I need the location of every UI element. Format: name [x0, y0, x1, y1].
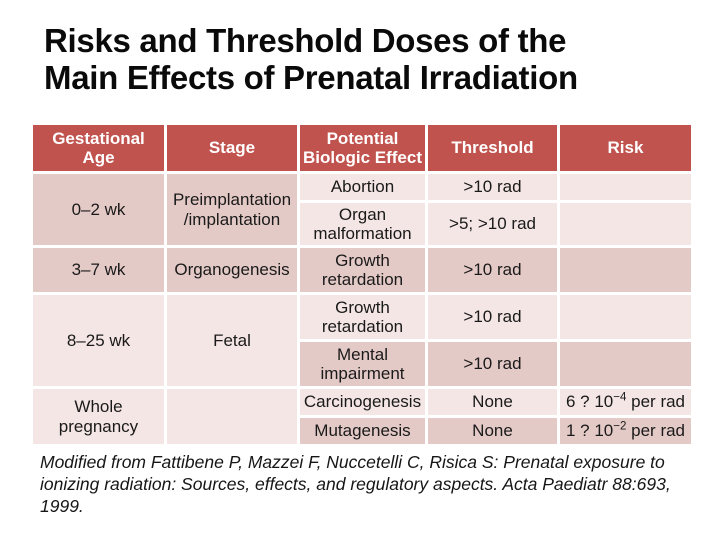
- cell-stage-fetal: Fetal: [167, 295, 297, 386]
- risk-value-base: 6 ? 10: [565, 392, 614, 412]
- cell-threshold-carcinogenesis: None: [428, 389, 557, 415]
- col-header-stage: Stage: [167, 125, 297, 171]
- effects-table-container: Gestational Age Stage Potential Biologic…: [30, 122, 694, 447]
- cell-effect-abortion: Abortion: [300, 174, 425, 200]
- cell-risk-growth-retardation-1: [560, 248, 691, 292]
- table-row-mental-impairment: Mental impairment >10 rad: [33, 342, 691, 386]
- citation-text: Modified from Fattibene P, Mazzei F, Nuc…: [40, 452, 671, 516]
- risk-value-exponent: −2: [613, 420, 627, 433]
- cell-threshold-mental-impairment: >10 rad: [428, 342, 557, 386]
- cell-risk-carcinogenesis: 6 ? 10−4 per rad: [560, 389, 691, 415]
- cell-risk-abortion: [560, 174, 691, 200]
- risk-value-unit: per rad: [626, 392, 686, 412]
- cell-effect-mutagenesis: Mutagenesis: [300, 418, 425, 444]
- cell-risk-organ-malformation: [560, 203, 691, 245]
- risk-value-unit: per rad: [626, 421, 686, 441]
- cell-effect-growth-retardation-2: Growth retardation: [300, 295, 425, 339]
- risk-value-exponent: −4: [613, 391, 627, 404]
- cell-threshold-abortion: >10 rad: [428, 174, 557, 200]
- cell-threshold-mutagenesis: None: [428, 418, 557, 444]
- col-header-risk: Risk: [560, 125, 691, 171]
- cell-threshold-growth-retardation-2: >10 rad: [428, 295, 557, 339]
- cell-effect-growth-retardation-1: Growth retardation: [300, 248, 425, 292]
- risk-value-base: 1 ? 10: [565, 421, 614, 441]
- table-row-carcinogenesis: Whole pregnancy Carcinogenesis None 6 ? …: [33, 389, 691, 444]
- table-row-organogenesis: 3–7 wk Organogenesis Growth retardation …: [33, 248, 691, 292]
- cell-age-whole-pregnancy: Whole pregnancy: [33, 389, 164, 444]
- col-header-threshold: Threshold: [428, 125, 557, 171]
- cell-age-8-25wk: 8–25 wk: [33, 295, 164, 386]
- cell-age-3-7wk: 3–7 wk: [33, 248, 164, 292]
- cell-effect-carcinogenesis: Carcinogenesis: [300, 389, 425, 415]
- table-row-abortion: 0–2 wk Preimplantation /implantation Abo…: [33, 174, 691, 245]
- cell-stage-whole-pregnancy: [167, 389, 297, 444]
- cell-threshold-growth-retardation-1: >10 rad: [428, 248, 557, 292]
- cell-risk-growth-retardation-2: [560, 295, 691, 339]
- cell-stage-organogenesis: Organogenesis: [167, 248, 297, 292]
- table-row-mutagenesis: Mutagenesis None 1 ? 10−2 per rad: [33, 418, 691, 444]
- col-header-gestational-age: Gestational Age: [33, 125, 164, 171]
- header-row: Gestational Age Stage Potential Biologic…: [33, 125, 691, 171]
- cell-threshold-organ-malformation: >5; >10 rad: [428, 203, 557, 245]
- effects-table: Gestational Age Stage Potential Biologic…: [30, 122, 694, 447]
- cell-age-0-2wk: 0–2 wk: [33, 174, 164, 245]
- cell-risk-mutagenesis: 1 ? 10−2 per rad: [560, 418, 691, 444]
- cell-risk-mental-impairment: [560, 342, 691, 386]
- cell-effect-mental-impairment: Mental impairment: [300, 342, 425, 386]
- cell-stage-preimplantation: Preimplantation /implantation: [167, 174, 297, 245]
- table-row-organ-malformation: Organ malformation >5; >10 rad: [33, 203, 691, 245]
- col-header-potential-biologic-effect: Potential Biologic Effect: [300, 125, 425, 171]
- table-row-growth-retardation: 8–25 wk Fetal Growth retardation >10 rad: [33, 295, 691, 386]
- slide-title: Risks and Threshold Doses of the Main Ef…: [44, 22, 578, 96]
- cell-effect-organ-malformation: Organ malformation: [300, 203, 425, 245]
